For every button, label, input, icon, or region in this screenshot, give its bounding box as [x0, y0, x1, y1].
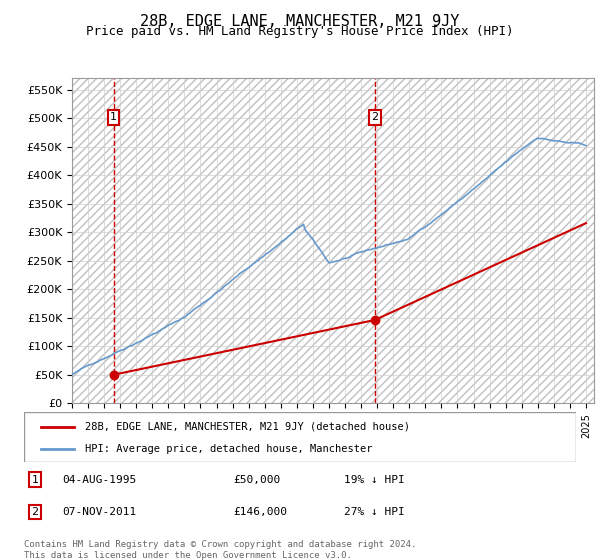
Text: 2: 2	[31, 507, 38, 517]
Text: 27% ↓ HPI: 27% ↓ HPI	[344, 507, 405, 517]
Bar	[72, 78, 594, 403]
Text: 2: 2	[371, 113, 379, 123]
Text: Price paid vs. HM Land Registry's House Price Index (HPI): Price paid vs. HM Land Registry's House …	[86, 25, 514, 38]
Text: 1: 1	[110, 113, 117, 123]
Text: 19% ↓ HPI: 19% ↓ HPI	[344, 474, 405, 484]
Text: HPI: Average price, detached house, Manchester: HPI: Average price, detached house, Manc…	[85, 445, 372, 454]
Text: 28B, EDGE LANE, MANCHESTER, M21 9JY (detached house): 28B, EDGE LANE, MANCHESTER, M21 9JY (det…	[85, 422, 410, 432]
Text: Contains HM Land Registry data © Crown copyright and database right 2024.
This d: Contains HM Land Registry data © Crown c…	[24, 540, 416, 560]
Text: 04-AUG-1995: 04-AUG-1995	[62, 474, 137, 484]
Text: £146,000: £146,000	[234, 507, 288, 517]
FancyBboxPatch shape	[24, 412, 576, 462]
Text: £50,000: £50,000	[234, 474, 281, 484]
Text: 07-NOV-2011: 07-NOV-2011	[62, 507, 137, 517]
Text: 1: 1	[32, 474, 38, 484]
Text: 28B, EDGE LANE, MANCHESTER, M21 9JY: 28B, EDGE LANE, MANCHESTER, M21 9JY	[140, 14, 460, 29]
